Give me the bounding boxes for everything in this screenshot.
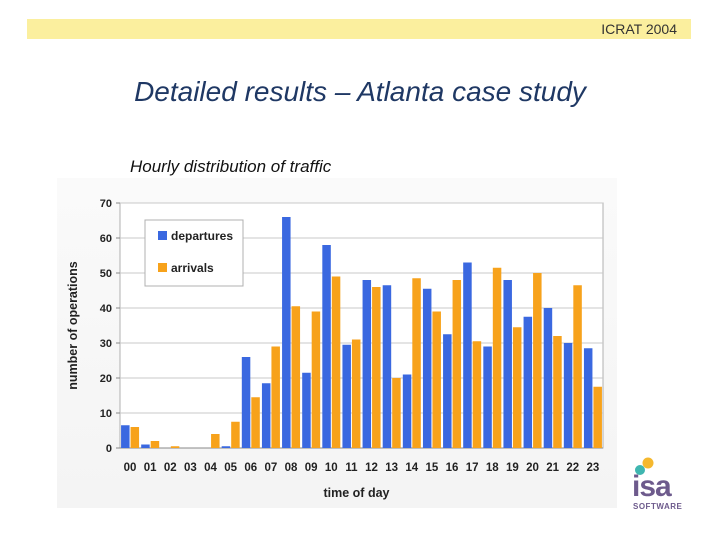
legend-label-arrivals: arrivals <box>171 261 214 275</box>
bar-arrivals <box>593 386 602 448</box>
x-tick-label: 20 <box>526 462 539 474</box>
bar-departures <box>221 446 231 448</box>
bar-arrivals <box>392 378 401 448</box>
bar-arrivals <box>251 397 260 448</box>
bar-departures <box>342 344 351 448</box>
bar-arrivals <box>351 339 361 448</box>
bar-arrivals <box>291 306 301 448</box>
legend-swatch-departures <box>158 231 167 240</box>
bar-arrivals <box>331 276 341 448</box>
logo-subtext: SOFTWARE <box>633 502 683 511</box>
bar-arrivals <box>432 311 441 448</box>
slide-title: Detailed results – Atlanta case study <box>134 76 586 107</box>
chart-panel: 0 10 20 30 40 50 60 70 00 01 02 03 04 05 06 07 08 09 10 11 1… <box>57 178 617 508</box>
bar-departures <box>322 245 331 448</box>
bar-departures <box>563 343 573 448</box>
x-tick-label: 10 <box>325 462 338 474</box>
x-tick-label: 03 <box>184 462 197 474</box>
x-tick-label: 14 <box>405 462 418 474</box>
x-tick-label: 23 <box>587 462 600 474</box>
x-tick-label: 12 <box>365 462 378 474</box>
x-tick-label: 15 <box>426 462 439 474</box>
x-tick-label: 11 <box>345 462 358 474</box>
bar-departures <box>141 444 150 448</box>
bar-arrivals <box>492 267 502 448</box>
x-tick-label: 00 <box>124 462 137 474</box>
bar-departures <box>543 308 553 448</box>
bar-arrivals <box>130 427 140 448</box>
bar-arrivals <box>211 434 220 448</box>
x-tick-label: 02 <box>164 462 177 474</box>
bar-departures <box>382 285 392 448</box>
x-tick-label: 05 <box>224 462 237 474</box>
x-tick-label: 13 <box>385 462 398 474</box>
x-tick-label: 01 <box>144 462 157 474</box>
x-tick-label: 22 <box>566 462 579 474</box>
y-tick-label: 10 <box>100 408 112 420</box>
bar-departures <box>523 316 533 448</box>
bar-departures <box>302 372 311 448</box>
bar-departures <box>583 348 593 448</box>
bar-departures <box>443 334 452 448</box>
legend-label-departures: departures <box>171 229 233 243</box>
bar-departures <box>261 383 271 448</box>
bar-departures <box>121 425 130 448</box>
bar-arrivals <box>231 421 240 448</box>
y-tick-label: 60 <box>100 233 112 245</box>
x-tick-label: 08 <box>285 462 298 474</box>
bar-chart: 0 10 20 30 40 50 60 70 00 01 02 03 04 05 06 07 08 09 10 11 1… <box>66 198 604 500</box>
bar-arrivals <box>512 327 522 448</box>
bar-arrivals <box>533 273 542 448</box>
bar-arrivals <box>170 446 180 448</box>
chart-title: Hourly distribution of traffic <box>130 157 332 176</box>
x-tick-label: 04 <box>204 462 217 474</box>
x-axis-label: time of day <box>324 486 390 500</box>
x-tick-label: 21 <box>546 462 559 474</box>
y-tick-label: 70 <box>100 198 112 210</box>
logo-text: isa <box>632 470 672 503</box>
bar-departures <box>422 288 432 448</box>
x-tick-label: 16 <box>446 462 459 474</box>
bar-departures <box>282 217 291 448</box>
bar-departures <box>503 280 512 448</box>
bar-arrivals <box>311 311 321 448</box>
conference-label: ICRAT 2004 <box>601 21 677 37</box>
isa-logo-dots-icon <box>635 457 654 475</box>
bar-arrivals <box>412 278 421 448</box>
x-tick-label: 19 <box>506 462 519 474</box>
legend-swatch-arrivals <box>158 263 167 272</box>
y-tick-label: 30 <box>100 338 112 350</box>
bar-arrivals <box>553 336 562 448</box>
bar-departures <box>463 262 472 448</box>
bar-arrivals <box>372 287 381 448</box>
y-tick-label: 50 <box>100 268 112 280</box>
bar-arrivals <box>150 441 160 448</box>
bar-arrivals <box>452 280 462 448</box>
bar-arrivals <box>472 341 482 448</box>
y-tick-label: 40 <box>100 303 112 315</box>
bar-arrivals <box>271 346 280 448</box>
y-tick-label: 0 <box>106 443 112 455</box>
x-tick-label: 17 <box>466 462 479 474</box>
bar-departures <box>483 346 492 448</box>
bar-departures <box>241 357 251 448</box>
x-tick-label: 18 <box>486 462 499 474</box>
x-tick-label: 09 <box>305 462 318 474</box>
x-tick-label: 06 <box>244 462 257 474</box>
bar-arrivals <box>573 285 582 448</box>
bar-departures <box>402 374 412 448</box>
bar-departures <box>362 280 372 448</box>
header-band: ICRAT 2004 <box>27 19 691 39</box>
y-tick-label: 20 <box>100 373 112 385</box>
y-axis-label: number of operations <box>66 261 80 390</box>
x-tick-label: 07 <box>265 462 278 474</box>
